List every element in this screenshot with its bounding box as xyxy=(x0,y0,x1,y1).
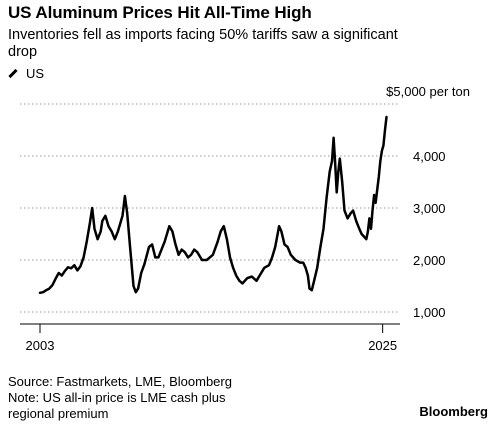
grid-layer xyxy=(20,103,400,313)
legend: US xyxy=(8,66,44,81)
y-tick-label: 2,000 xyxy=(413,253,446,268)
legend-label-us: US xyxy=(26,66,45,81)
chart-title: US Aluminum Prices Hit All-Time High xyxy=(8,3,312,22)
label-layer: 1,000 2,000 3,000 4,000 $5,000 per ton 2003 20… xyxy=(26,84,470,353)
series-line-us xyxy=(38,115,388,295)
x-tick-label: 2025 xyxy=(368,338,397,353)
source-note: Source: Fastmarkets, LME, Bloomberg xyxy=(8,374,232,389)
y-unit-label: $5,000 per ton xyxy=(386,84,470,99)
axis-layer xyxy=(20,323,400,333)
y-tick-label: 1,000 xyxy=(413,305,446,320)
y-tick-label: 4,000 xyxy=(413,149,446,164)
y-tick-label: 3,000 xyxy=(413,201,446,216)
footnote-line-2: regional premium xyxy=(8,406,109,421)
footer: Source: Fastmarkets, LME, Bloomberg Note… xyxy=(8,374,328,422)
chart-subtitle: Inventories fell as imports facing 50% t… xyxy=(8,27,398,60)
footnote-line-1: Note: US all-in price is LME cash plus xyxy=(8,390,226,405)
brand-logo: Bloomberg xyxy=(419,404,488,419)
x-tick-label: 2003 xyxy=(26,338,55,353)
